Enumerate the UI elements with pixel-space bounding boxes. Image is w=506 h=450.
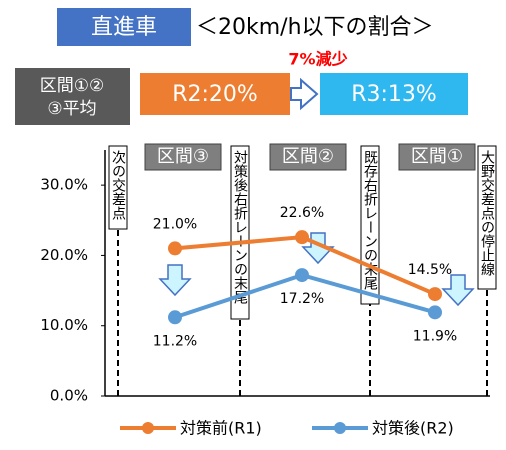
avg-box bbox=[15, 68, 130, 125]
down-arrow bbox=[158, 264, 192, 297]
point bbox=[168, 310, 182, 325]
label-box bbox=[57, 8, 191, 46]
value-label: 17.2% bbox=[280, 291, 324, 307]
annotation: 対策後右折レーンの末尾 bbox=[232, 150, 248, 305]
y-tick-label: 0.0% bbox=[50, 387, 88, 405]
point bbox=[295, 230, 309, 245]
category-label: 区間② bbox=[282, 146, 334, 167]
point bbox=[168, 241, 182, 256]
category-label: 区間① bbox=[411, 146, 463, 167]
category-box bbox=[144, 143, 222, 171]
category-box bbox=[398, 143, 476, 171]
y-tick-label: 30.0% bbox=[40, 176, 88, 194]
avg-label: ③平均 bbox=[47, 99, 96, 119]
point bbox=[428, 305, 442, 320]
legend-label: 対策後(R2) bbox=[372, 419, 454, 438]
before: R2:20% bbox=[172, 82, 258, 107]
arrow bbox=[290, 77, 319, 111]
annotation-box bbox=[477, 145, 497, 290]
point bbox=[295, 268, 309, 283]
category-label: 区間③ bbox=[157, 146, 209, 167]
before-box bbox=[140, 73, 290, 115]
value-label: 11.9% bbox=[413, 328, 457, 344]
change: 7%減少 bbox=[288, 50, 347, 69]
annotation: 既存右折レーンの末尾 bbox=[362, 150, 378, 291]
value-label: 11.2% bbox=[153, 333, 197, 349]
down-arrow bbox=[441, 274, 475, 307]
after: R3:13% bbox=[351, 82, 437, 107]
annotation-box bbox=[108, 145, 128, 230]
down-arrow bbox=[301, 232, 335, 265]
value-label: 22.6% bbox=[280, 205, 324, 221]
value-label: 14.5% bbox=[408, 262, 452, 278]
label: 直進車 bbox=[91, 15, 157, 40]
category-box bbox=[269, 143, 347, 171]
point bbox=[428, 287, 442, 302]
annotation: 大野交差点の停止線 bbox=[479, 150, 495, 276]
y-tick-label: 10.0% bbox=[40, 316, 88, 334]
legend-marker bbox=[334, 422, 346, 434]
y-tick-label: 20.0% bbox=[40, 246, 88, 264]
avg-label: 区間①② bbox=[40, 76, 104, 96]
annotation-box bbox=[230, 145, 250, 320]
value-label: 21.0% bbox=[153, 216, 197, 232]
after-box bbox=[320, 73, 468, 115]
subtitle: ＜20km/h以下の割合＞ bbox=[196, 15, 434, 40]
line bbox=[174, 235, 436, 296]
annotation: 次の交差点 bbox=[110, 150, 126, 220]
legend-label: 対策前(R1) bbox=[180, 419, 262, 438]
legend-marker bbox=[142, 422, 154, 434]
